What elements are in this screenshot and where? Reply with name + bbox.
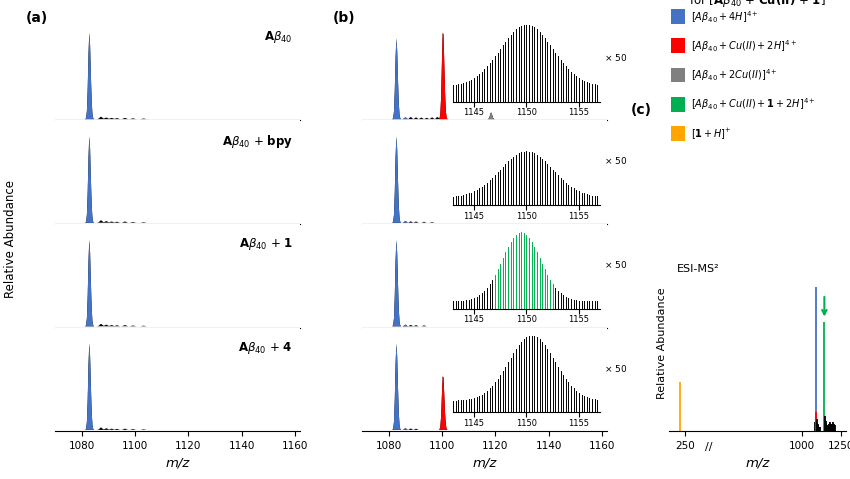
Bar [672,97,685,112]
X-axis label: m/z: m/z [745,456,770,469]
Text: (b): (b) [333,11,355,24]
Text: $[A\beta_{40} + 4H]^{4+}$: $[A\beta_{40} + 4H]^{4+}$ [690,9,758,24]
Text: $\mathbf{A}\beta_{40}$: $\mathbf{A}\beta_{40}$ [264,29,292,45]
Text: $\mathbf{A}\beta_{40}$ + $\mathbf{bpy}$: $\mathbf{A}\beta_{40}$ + $\mathbf{bpy}$ [222,133,292,150]
X-axis label: m/z: m/z [473,456,497,469]
Bar [672,126,685,141]
Text: $\mathbf{A}\beta_{40}$ + $\mathbf{Cu(II)}$ + $\mathbf{4}$: $\mathbf{A}\beta_{40}$ + $\mathbf{Cu(II)… [491,340,600,357]
Text: $\mathbf{A}\beta_{40}$ + $\mathbf{Cu(II)}$ + $\mathbf{bpy}$: $\mathbf{A}\beta_{40}$ + $\mathbf{Cu(II)… [475,133,600,150]
Text: $[A\beta_{40} + Cu(II) + 2H]^{4+}$: $[A\beta_{40} + Cu(II) + 2H]^{4+}$ [690,38,796,54]
Text: $\mathbf{A}\beta_{40}$ + $\mathbf{1}$: $\mathbf{A}\beta_{40}$ + $\mathbf{1}$ [239,236,292,252]
Bar [672,9,685,24]
Text: $\mathbf{A}\beta_{40}$ + $\mathbf{4}$: $\mathbf{A}\beta_{40}$ + $\mathbf{4}$ [238,340,292,356]
Bar [672,38,685,53]
Text: Relative Abundance: Relative Abundance [4,181,17,298]
Text: $\mathbf{A}\beta_{40}$ + $\mathbf{Cu(II)}$ + $\mathbf{1}$: $\mathbf{A}\beta_{40}$ + $\mathbf{Cu(II)… [492,236,600,253]
Bar [672,68,685,82]
Text: $\mathbf{A}\beta_{40}$ + $\mathbf{Cu(II)}$: $\mathbf{A}\beta_{40}$ + $\mathbf{Cu(II)… [518,29,600,46]
Text: //: // [705,442,712,452]
Text: ESI-MS²: ESI-MS² [677,264,719,274]
Text: $[A\beta_{40} + Cu(II) + \mathbf{1} + 2H]^{4+}$: $[A\beta_{40} + Cu(II) + \mathbf{1} + 2H… [690,96,815,112]
Text: CID on the peak
for [$\mathbf{A}\beta_{40}$ + $\mathbf{Cu(II)}$ + $\mathbf{1}$]: CID on the peak for [$\mathbf{A}\beta_{4… [689,0,826,9]
Text: (a): (a) [26,11,48,24]
Text: $[A\beta_{40} + 2Cu(II)]^{4+}$: $[A\beta_{40} + 2Cu(II)]^{4+}$ [690,67,777,83]
Text: $[\mathbf{1} + H]^{+}$: $[\mathbf{1} + H]^{+}$ [690,126,731,141]
Y-axis label: Relative Abundance: Relative Abundance [657,287,666,399]
X-axis label: m/z: m/z [166,456,190,469]
Text: (c): (c) [631,103,652,117]
